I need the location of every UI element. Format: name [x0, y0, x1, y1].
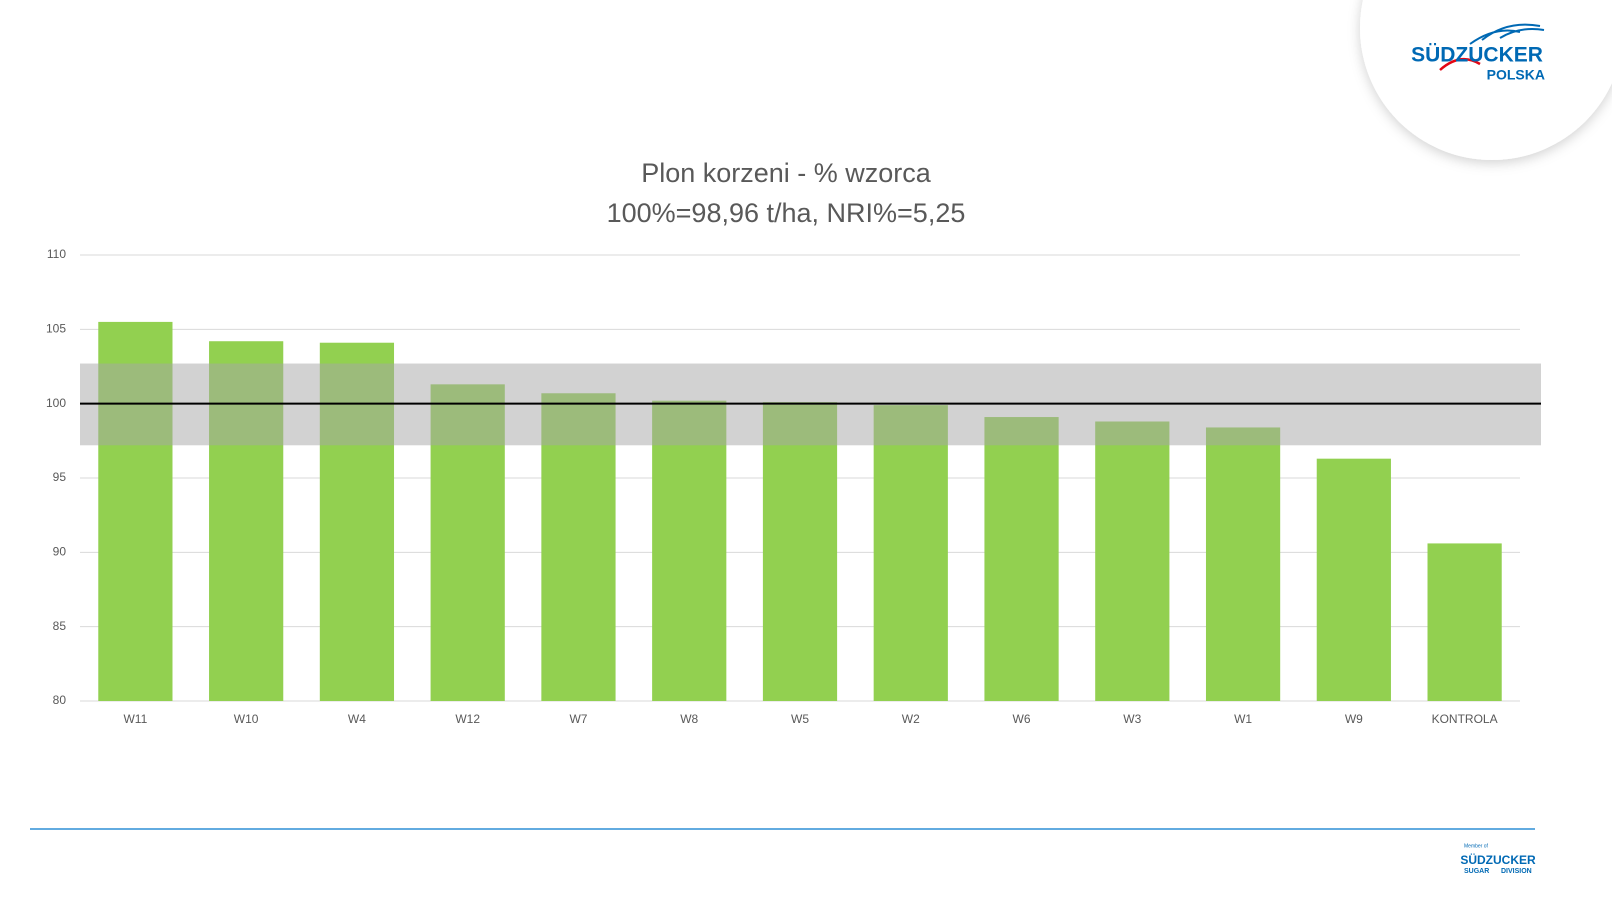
- x-tick-label: W2: [902, 712, 920, 726]
- y-tick-label: 105: [46, 322, 66, 336]
- y-tick-label: 110: [47, 247, 66, 261]
- logo-badge: [1360, 0, 1612, 160]
- x-tick-label: W8: [680, 712, 698, 726]
- x-tick-label: W12: [455, 712, 480, 726]
- x-tick-label: W7: [569, 712, 587, 726]
- x-tick-label: W10: [234, 712, 259, 726]
- y-tick-label: 95: [53, 470, 67, 484]
- x-tick-label: W5: [791, 712, 809, 726]
- bar: [762, 402, 838, 701]
- y-tick-label: 90: [53, 545, 67, 559]
- footer-division-1: SUGAR: [1464, 868, 1489, 875]
- footer-member: Member of: [1464, 843, 1489, 849]
- logo-name: SÜDZUCKER: [1411, 44, 1543, 67]
- logo-region: POLSKA: [1487, 67, 1545, 83]
- bar: [1427, 543, 1502, 701]
- chart-subtitle: 100%=98,96 t/ha, NRI%=5,25: [607, 198, 966, 228]
- x-tick-label: KONTROLA: [1432, 712, 1498, 726]
- x-tick-label: W1: [1234, 712, 1252, 726]
- x-tick-label: W9: [1345, 712, 1363, 726]
- x-tick-label: W3: [1123, 712, 1141, 726]
- bar: [1095, 421, 1170, 701]
- chart-title: Plon korzeni - % wzorca: [641, 158, 932, 188]
- x-tick-label: W6: [1013, 712, 1031, 726]
- footer-logo-name: SÜDZUCKER: [1460, 852, 1536, 867]
- bar: [1205, 427, 1281, 701]
- y-tick-label: 85: [53, 619, 67, 633]
- x-tick-label: W11: [123, 712, 147, 726]
- bar: [873, 405, 948, 701]
- bar: [652, 400, 727, 701]
- logo-swoosh-red: [1439, 57, 1481, 71]
- y-tick-label: 80: [53, 693, 67, 707]
- bar: [1316, 458, 1391, 701]
- footer-division-2: DIVISION: [1501, 868, 1532, 875]
- logo-swoosh: [1469, 23, 1545, 45]
- bar: [984, 417, 1059, 701]
- y-tick-label: 100: [46, 396, 66, 410]
- plot: 80 85 90 95 100 105 110 W11 W10 W4 W12 W7 W8 W5 W2 W6 W3…: [46, 247, 1541, 726]
- x-tick-label: W4: [348, 712, 366, 726]
